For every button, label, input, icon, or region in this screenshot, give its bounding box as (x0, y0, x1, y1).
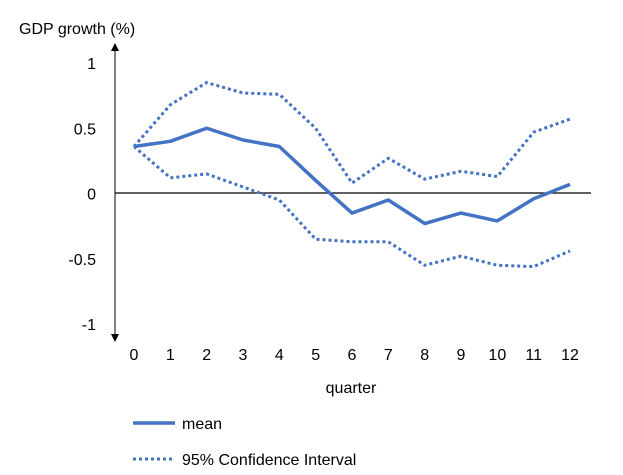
x-tick-labels: 0 1 2 3 4 5 6 7 8 9 10 11 12 (130, 347, 579, 364)
y-tick-labels: 1 0.5 0 -0.5 -1 (68, 56, 96, 334)
y-axis (111, 43, 119, 342)
ci-lower-line (133, 145, 571, 269)
x-axis-title: quarter (326, 380, 377, 397)
x-tick-label: 6 (348, 347, 357, 364)
x-tick-label: 11 (525, 347, 542, 364)
y-tick-label: 1 (87, 56, 96, 73)
mean-line (133, 126, 571, 226)
x-tick-label: 10 (488, 347, 506, 364)
x-tick-label: 8 (420, 347, 429, 364)
x-tick-label: 1 (166, 347, 175, 364)
x-tick-label: 12 (561, 347, 579, 364)
x-tick-label: 7 (384, 347, 393, 364)
y-tick-label: 0 (87, 187, 96, 204)
y-axis-arrow-down-icon (111, 334, 119, 342)
x-tick-label: 0 (130, 347, 139, 364)
y-tick-label: -1 (82, 317, 96, 334)
y-tick-label: 0.5 (74, 121, 96, 138)
y-tick-label: -0.5 (68, 252, 96, 269)
x-tick-label: 5 (311, 347, 320, 364)
legend-label: 95% Confidence Interval (182, 452, 356, 469)
ci-upper-line (132, 81, 571, 185)
legend-label: mean (182, 416, 222, 433)
x-tick-label: 3 (239, 347, 248, 364)
series-layer (132, 81, 571, 269)
x-tick-label: 9 (457, 347, 466, 364)
x-tick-label: 2 (202, 347, 211, 364)
y-axis-title: GDP growth (%) (19, 21, 135, 38)
y-axis-arrow-up-icon (111, 43, 119, 51)
x-tick-label: 4 (275, 347, 284, 364)
legend: mean 95% Confidence Interval (133, 416, 356, 469)
